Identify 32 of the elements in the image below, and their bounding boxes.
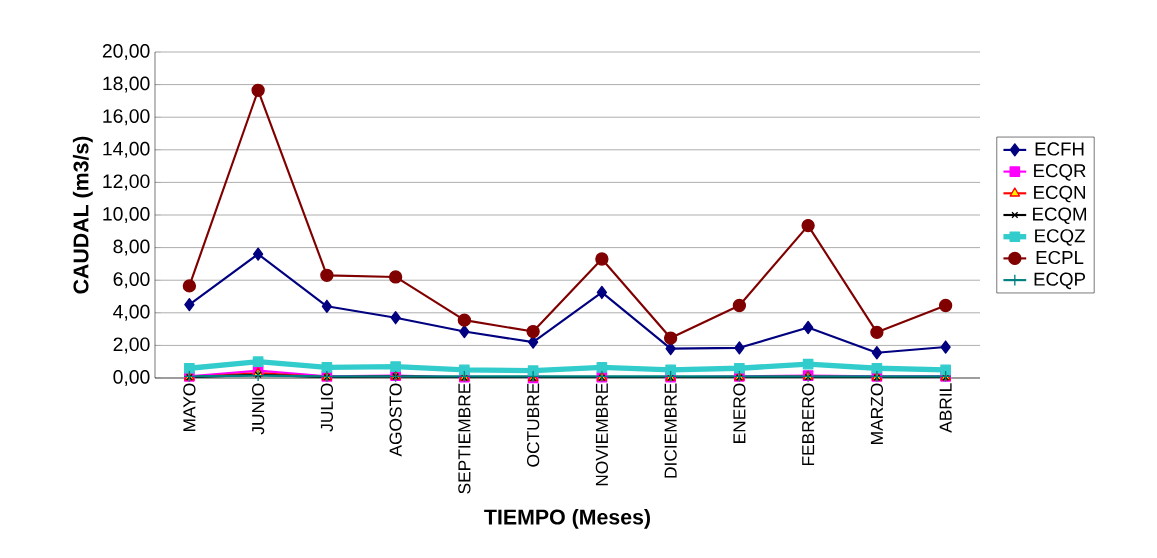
y-tick-label: 20,00	[102, 44, 150, 60]
x-tick-label: AGOSTO	[389, 383, 402, 457]
y-tick-label: 4,00	[113, 304, 150, 321]
legend-label: ECQZ	[1035, 229, 1085, 246]
x-axis-title: TIEMPO (Meses)	[484, 508, 650, 529]
x-tick-label: FEBRERO	[801, 383, 815, 466]
y-tick-label: 0,00	[113, 370, 150, 386]
y-tick-label: 12,00	[103, 174, 150, 191]
y-tick-label: 14,00	[103, 141, 150, 158]
x-tick-label: MAYO	[183, 383, 196, 432]
x-tick-label: DICIEMBRE	[664, 383, 677, 478]
legend-label: ECQN	[1034, 185, 1085, 203]
y-tick-label: 18,00	[103, 76, 150, 93]
x-tick-label: JUNIO	[251, 383, 265, 435]
y-tick-label: 2,00	[113, 337, 150, 354]
x-tick-label: NOVIEMBRE	[595, 383, 609, 486]
legend-label: ECFH	[1035, 142, 1084, 156]
y-tick-label: 16,00	[103, 109, 150, 126]
y-axis-title: CAUDAL (m3/s)	[72, 136, 93, 294]
legend-label: ECQM	[1033, 207, 1087, 225]
x-tick-label: SEPTIEMBRE	[458, 383, 471, 494]
y-tick-label: 10,00	[103, 207, 150, 223]
x-tick-label: JULIO	[320, 383, 334, 432]
x-tick-label: OCTUBRE	[526, 383, 540, 467]
legend-label: ECQP	[1034, 272, 1086, 290]
legend-label: ECQR	[1034, 164, 1086, 181]
x-tick-label: ABRIL	[939, 383, 952, 433]
x-tick-label: ENERO	[733, 383, 746, 443]
y-tick-label: 6,00	[113, 272, 150, 289]
x-tick-label: MARZO	[870, 383, 884, 444]
legend-label: ECPL	[1036, 250, 1084, 265]
y-tick-label: 8,00	[113, 239, 150, 256]
